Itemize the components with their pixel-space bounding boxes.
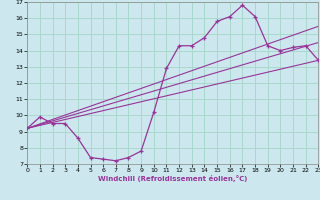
X-axis label: Windchill (Refroidissement éolien,°C): Windchill (Refroidissement éolien,°C)	[98, 175, 247, 182]
